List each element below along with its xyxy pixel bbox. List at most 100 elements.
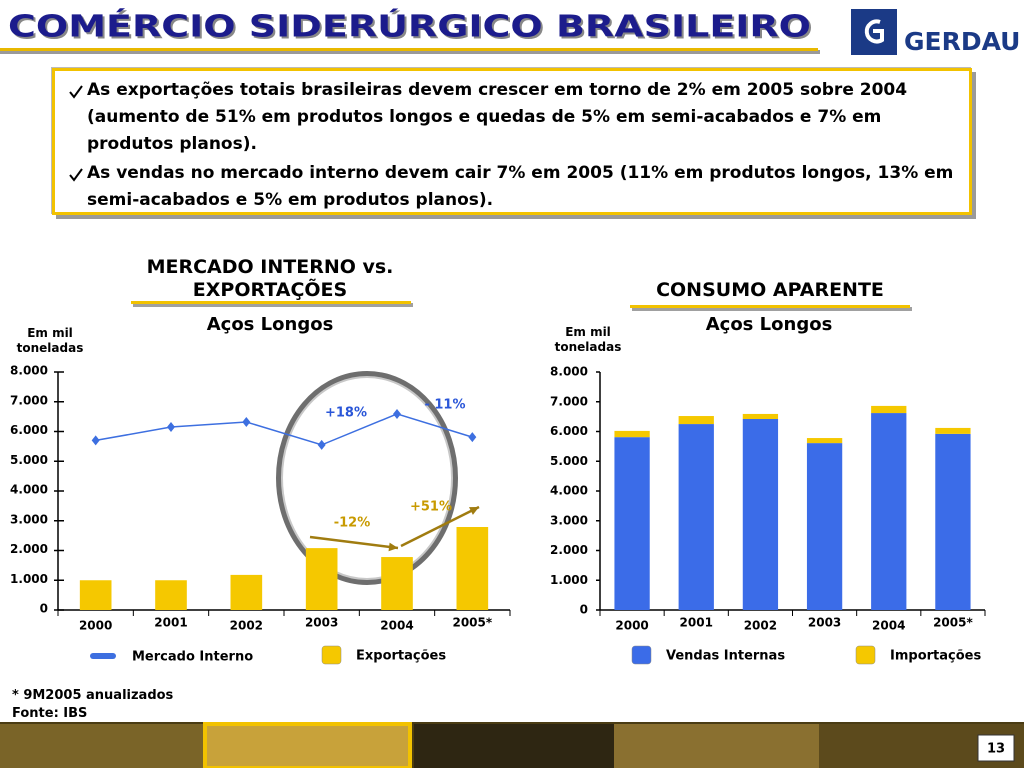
y-tick-label: 0 — [40, 602, 48, 616]
legend-label: Mercado Interno — [132, 650, 253, 665]
chart-title: MERCADO INTERNO vs. EXPORTAÇÕES — [146, 256, 394, 301]
x-tick-label: 2002 — [744, 619, 777, 633]
legend-icon — [631, 645, 652, 665]
source: Fonte: IBS — [12, 706, 88, 721]
line-marker — [468, 432, 477, 443]
bullet-item: As vendas no mercado interno devem cair … — [69, 160, 967, 214]
chart-subtitle: Aços Longos — [705, 314, 833, 335]
arrow — [400, 505, 480, 548]
annotation: -12% — [334, 516, 371, 531]
slide-title: COMÉRCIO SIDERÚRGICO BRASILEIRO — [8, 8, 811, 45]
y-tick-label: 3.000 — [550, 513, 588, 527]
bar — [230, 574, 263, 610]
chart-title-rule-shadow — [133, 303, 413, 307]
y-tick-label: 6.000 — [550, 424, 588, 438]
annotation: - 11% — [424, 398, 465, 413]
legend-label: Importações — [890, 649, 981, 664]
arrow-head — [469, 507, 479, 515]
line-marker — [91, 435, 100, 446]
bar-segment — [678, 424, 714, 610]
y-tick-label: 5.000 — [10, 453, 48, 467]
bar-segment — [935, 427, 971, 434]
y-axis-label: Em mil toneladas — [554, 325, 622, 354]
title-rule-shadow — [0, 50, 820, 54]
x-tick-label: 2003 — [808, 616, 841, 630]
footer-tile — [614, 724, 819, 768]
chart-title-rule — [630, 305, 910, 308]
page-number-box — [977, 734, 1015, 762]
footer-band: 13 — [0, 722, 1024, 768]
check-icon — [69, 168, 83, 182]
line-marker — [167, 422, 175, 433]
line — [95, 413, 473, 446]
footnote: * 9M2005 anualizados — [12, 688, 174, 703]
bar-segment — [806, 438, 843, 444]
y-tick-label: 0 — [580, 603, 588, 617]
chart-title-rule — [131, 301, 411, 304]
x-tick-label: 2000 — [79, 619, 112, 633]
title-shadow: COMÉRCIO SIDERÚRGICO BRASILEIRO — [10, 10, 813, 47]
bar — [155, 580, 187, 610]
y-tick-label: 1.000 — [10, 572, 48, 586]
bar-segment — [742, 419, 779, 610]
footer-tile — [414, 724, 614, 768]
bar-segment — [871, 405, 907, 414]
bar — [79, 580, 112, 610]
annotation: +51% — [410, 500, 452, 515]
y-tick-label: 7.000 — [10, 393, 48, 407]
footer-tile — [203, 722, 412, 768]
chart-subtitle: Aços Longos — [206, 314, 334, 335]
logo-glyph — [864, 19, 884, 44]
highlight-circle — [276, 371, 458, 585]
legend-icon — [321, 645, 342, 665]
bar-segment — [614, 437, 650, 610]
annotation: +18% — [325, 406, 367, 421]
bullet-text: As vendas no mercado interno devem cair … — [87, 163, 954, 210]
y-tick-label: 2.000 — [10, 542, 48, 556]
bar — [381, 557, 413, 610]
footer-tile — [0, 724, 205, 768]
y-tick-label: 1.000 — [550, 573, 588, 587]
line-marker — [393, 408, 401, 419]
legend-label: Exportações — [356, 649, 446, 664]
y-tick-label: 3.000 — [10, 512, 48, 526]
bar-segment — [614, 430, 650, 438]
bullet-item: As exportações totais brasileiras devem … — [69, 77, 967, 158]
arrow — [309, 535, 399, 550]
chart-title: CONSUMO APARENTE — [656, 279, 884, 301]
y-tick-label: 2.000 — [550, 543, 588, 557]
y-tick-label: 8.000 — [10, 364, 48, 378]
bullet-text: As exportações totais brasileiras devem … — [87, 80, 908, 154]
logo-text: GERDAU — [904, 27, 1020, 56]
legend-label: Vendas Internas — [666, 649, 785, 664]
bar-segment — [806, 443, 843, 610]
bar — [456, 526, 489, 610]
arrow-head — [388, 542, 398, 552]
legend-icon — [90, 653, 116, 659]
x-tick-label: 2005* — [452, 616, 492, 630]
y-tick-label: 8.000 — [550, 365, 588, 379]
bar — [305, 548, 338, 610]
chart-title-rule-shadow — [632, 307, 912, 311]
x-tick-label: 2002 — [230, 619, 263, 633]
bar-segment — [742, 413, 779, 420]
y-tick-label: 7.000 — [550, 394, 588, 408]
x-tick-label: 2000 — [615, 619, 648, 633]
bullet-box: As exportações totais brasileiras devem … — [52, 68, 972, 215]
x-tick-label: 2004 — [380, 619, 413, 633]
x-tick-label: 2003 — [305, 616, 338, 630]
title-rule — [0, 48, 818, 51]
x-tick-label: 2005* — [933, 616, 973, 630]
highlight-circle-inner — [281, 376, 453, 580]
y-tick-label: 4.000 — [550, 484, 588, 498]
line-marker — [317, 439, 326, 450]
check-icon — [69, 85, 83, 99]
y-tick-label: 5.000 — [550, 454, 588, 468]
y-tick-label: 6.000 — [10, 423, 48, 437]
bar-segment — [678, 416, 714, 425]
legend-icon — [855, 645, 876, 665]
page-number: 13 — [987, 742, 1005, 757]
x-tick-label: 2001 — [154, 616, 187, 630]
x-tick-label: 2004 — [872, 619, 905, 633]
